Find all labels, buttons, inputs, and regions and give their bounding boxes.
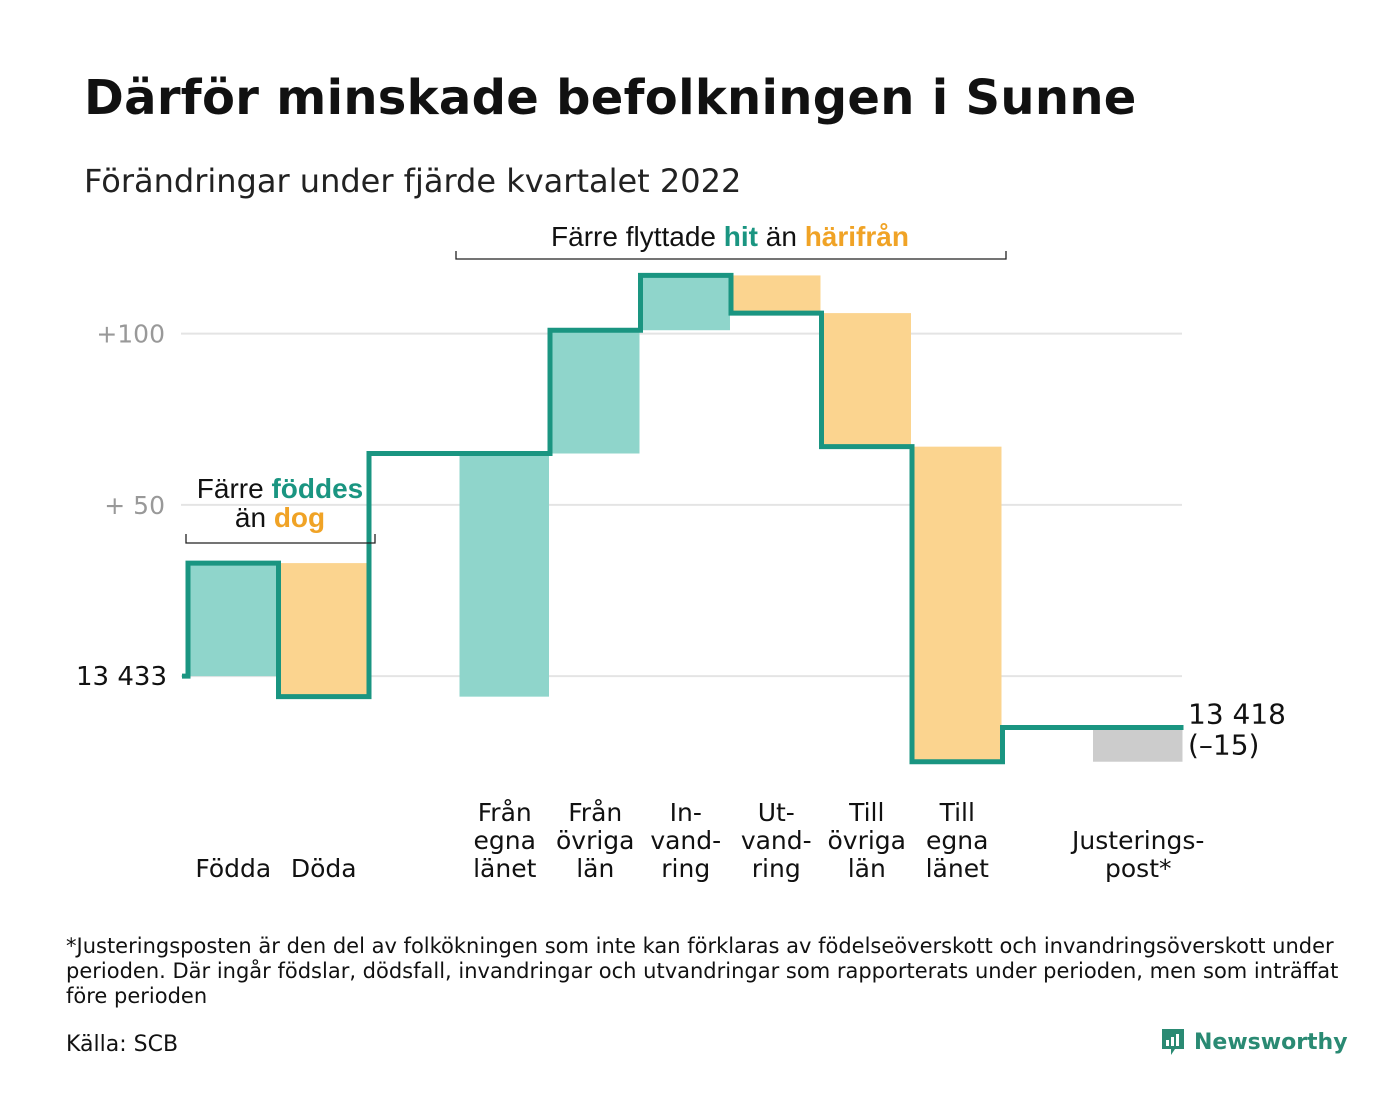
category-label: Födda <box>195 854 271 883</box>
chart-title: Därför minskade befolkningen i Sunne <box>84 70 1137 126</box>
births-annotation-line2: än dog <box>235 502 325 533</box>
bar-negative <box>731 275 821 314</box>
category-label: Till egna länet <box>926 798 989 883</box>
moves-highlight-away: härifrån <box>805 221 909 252</box>
source-credit: Källa: SCB <box>66 1032 179 1057</box>
y-tick-label: + 50 <box>104 491 165 520</box>
deaths-prefix: än <box>235 502 274 533</box>
bar-negative <box>278 563 368 697</box>
category-labels: Födda Döda Från egna länet Från övriga länIn-va… <box>195 798 1204 883</box>
chart-subtitle: Förändringar under fjärde kvartalet 2022 <box>84 162 742 200</box>
category-label: Från övriga län <box>556 798 635 883</box>
moves-bracket <box>455 251 1007 260</box>
newsworthy-logo-icon <box>1162 1029 1184 1055</box>
births-annotation-line1: Färre föddes <box>197 473 363 504</box>
end-value-label: 13 418 <box>1188 697 1286 730</box>
start-value-label: 13 433 <box>76 662 167 692</box>
bar-adjustment <box>1093 727 1183 762</box>
bars <box>188 275 1183 762</box>
deaths-highlight: dog <box>274 502 325 533</box>
bar-negative <box>821 313 911 447</box>
moves-annotation-text: Färre flyttade hit än härifrån <box>551 221 909 252</box>
bar-positive <box>188 563 278 677</box>
moves-annotation: Färre flyttade hit än härifrån <box>455 221 1007 260</box>
waterfall-chart: + 50 +100 Födda Döda Från egna länet Från övrig… <box>76 221 1286 883</box>
bar-positive <box>640 275 730 331</box>
brand-name: Newsworthy <box>1194 1029 1348 1055</box>
moves-middle: än <box>758 221 805 252</box>
births-annotation: Färre föddes än dog <box>185 473 376 544</box>
brand-logo: Newsworthy <box>1160 1027 1348 1057</box>
category-label: Justerings-post* <box>1070 826 1204 883</box>
category-label: Till övriga län <box>827 798 906 883</box>
category-label: In-vand-ring <box>650 798 721 883</box>
bar-positive <box>550 330 640 454</box>
bar-negative <box>912 446 1002 762</box>
births-highlight: föddes <box>271 473 363 504</box>
births-prefix: Färre <box>197 473 272 504</box>
moves-highlight-hit: hit <box>724 221 758 252</box>
footnote: *Justeringsposten är den del av folkökni… <box>66 934 1339 1008</box>
change-value-label: (–15) <box>1188 728 1259 761</box>
population-step-line <box>182 272 1184 765</box>
births-bracket <box>185 534 376 544</box>
y-tick-label: +100 <box>96 320 165 349</box>
bar-positive <box>459 453 549 697</box>
category-label: Döda <box>291 854 357 883</box>
moves-prefix: Färre flyttade <box>551 221 724 252</box>
category-label: Från egna länet <box>473 798 536 883</box>
category-label: Ut-vand-ring <box>741 798 812 883</box>
